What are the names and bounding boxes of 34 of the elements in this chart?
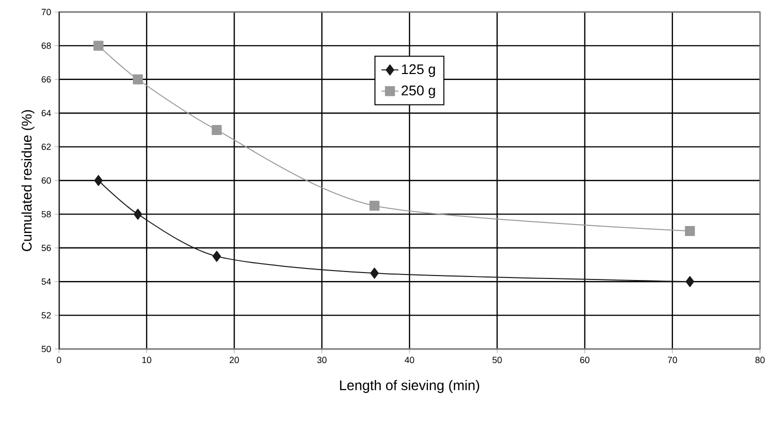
x-tick-label: 10 <box>142 356 152 364</box>
x-tick-label: 50 <box>492 356 502 364</box>
point <box>686 276 694 288</box>
y-axis-title: Cumulated residue (%) <box>21 110 34 252</box>
x-tick-label: 80 <box>755 356 765 364</box>
legend-label: 250 g <box>402 86 435 98</box>
x-tick-label: 20 <box>230 356 239 364</box>
x-tick-label: 0 <box>56 356 62 364</box>
y-tick-label: 64 <box>42 110 51 116</box>
x-tick-label: 40 <box>404 356 414 364</box>
y-tick-label: 62 <box>42 144 51 150</box>
x-tick-label: 60 <box>580 356 590 364</box>
x-tick-label: 70 <box>668 356 678 364</box>
y-tick-label: 52 <box>42 312 51 318</box>
y-tick-label: 56 <box>42 244 51 252</box>
point <box>684 226 695 236</box>
point <box>212 124 222 135</box>
point <box>93 40 104 51</box>
legend-label: 125 g <box>402 64 435 77</box>
y-tick-label: 54 <box>42 278 51 285</box>
y-tick-label: 68 <box>42 42 51 49</box>
point <box>369 200 380 211</box>
y-tick-label: 50 <box>42 346 51 352</box>
x-tick-label: 30 <box>317 356 327 364</box>
point <box>94 174 103 186</box>
y-tick-label: 58 <box>42 211 51 218</box>
point <box>370 268 379 279</box>
y-tick-label: 66 <box>42 76 51 83</box>
x-axis-title: Length of sieving (min) <box>340 380 480 393</box>
point <box>212 250 221 262</box>
point <box>132 74 143 84</box>
point <box>134 208 142 220</box>
y-tick-label: 70 <box>42 8 51 16</box>
y-tick-label: 60 <box>42 177 51 184</box>
